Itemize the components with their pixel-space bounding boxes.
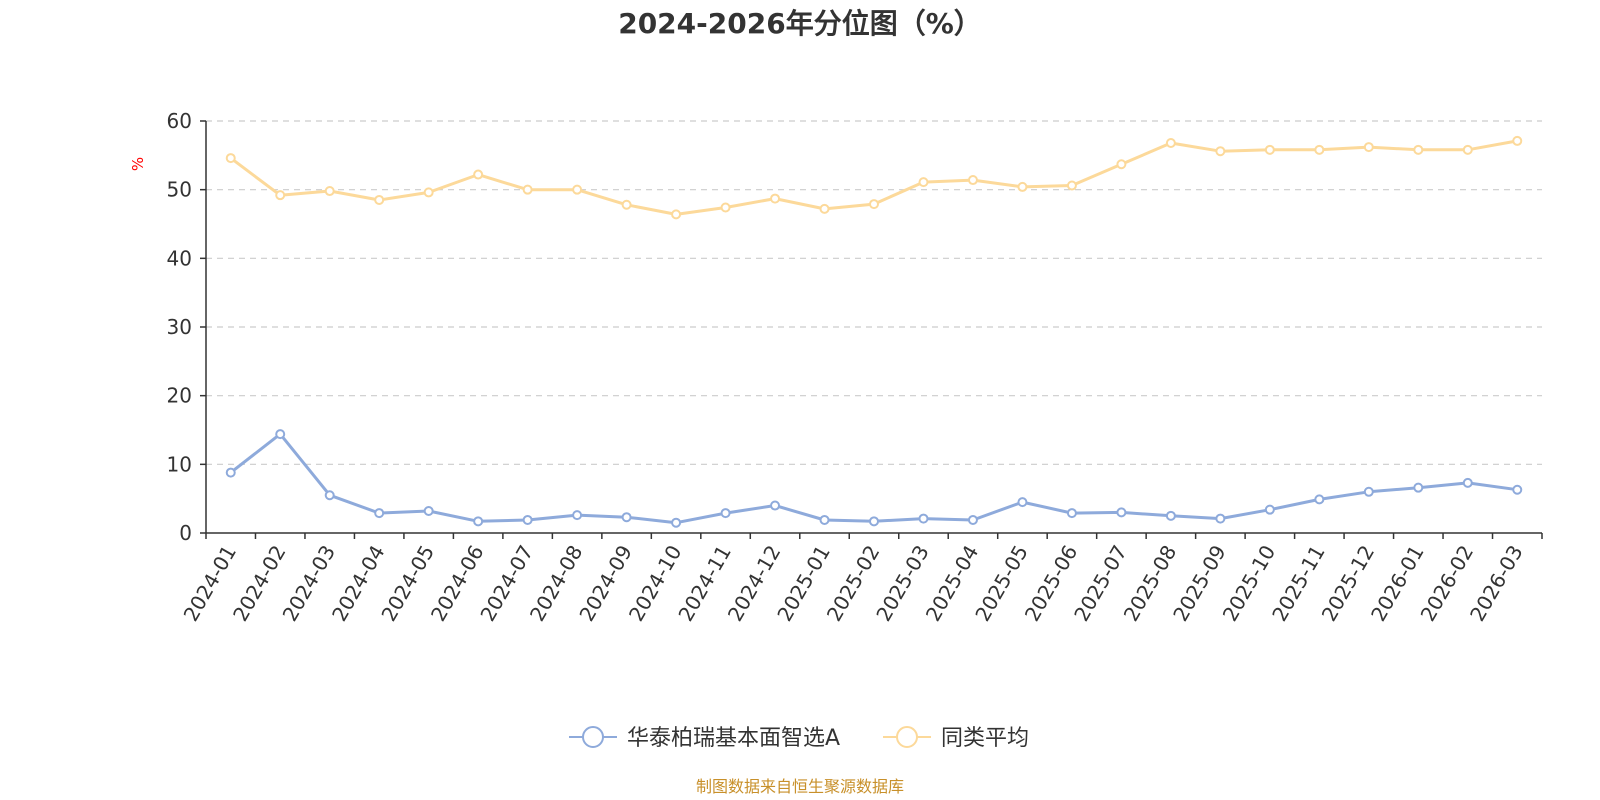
y-tick-label: 30 xyxy=(167,315,192,339)
data-point xyxy=(869,516,879,527)
data-point xyxy=(572,184,583,195)
data-point xyxy=(967,175,978,186)
data-point xyxy=(770,193,781,204)
data-point xyxy=(275,190,286,201)
data-point xyxy=(967,514,978,525)
data-point xyxy=(819,203,830,214)
data-point xyxy=(1017,181,1028,192)
data-point xyxy=(473,169,484,180)
data-point xyxy=(671,209,682,220)
x-tick-labels: 2024-012024-022024-032024-042024-052024-… xyxy=(179,541,1528,625)
data-point xyxy=(324,186,335,197)
data-point xyxy=(423,187,434,198)
grid-lines xyxy=(206,120,1542,465)
data-point xyxy=(1264,144,1275,155)
chart-title: 2024-2026年分位图（%） xyxy=(618,7,982,40)
legend-marker-icon xyxy=(896,726,918,748)
y-tick-label: 10 xyxy=(167,452,192,476)
data-point xyxy=(1314,494,1325,505)
data-point xyxy=(324,490,335,501)
data-point xyxy=(819,514,830,525)
data-point xyxy=(1512,135,1523,146)
data-point xyxy=(1264,504,1275,515)
data-point xyxy=(1066,508,1077,519)
data-point xyxy=(572,510,583,521)
legend-marker-icon xyxy=(582,726,604,748)
data-point xyxy=(225,467,236,478)
data-point xyxy=(1462,477,1473,488)
data-point xyxy=(374,508,385,519)
data-point xyxy=(1512,484,1523,495)
data-point xyxy=(1116,159,1127,170)
data-point xyxy=(225,153,236,164)
axes xyxy=(200,120,1543,539)
data-point xyxy=(374,194,385,205)
legend: 华泰柏瑞基本面智选A 同类平均 xyxy=(569,726,1029,751)
data-point xyxy=(423,506,434,517)
y-tick-label: 40 xyxy=(167,246,192,270)
data-point xyxy=(1017,497,1028,508)
y-tick-labels: 0 10 20 30 40 50 60 xyxy=(167,109,192,545)
y-axis-label: % xyxy=(129,157,147,171)
y-tick-label: 20 xyxy=(167,384,192,408)
data-point xyxy=(1413,482,1424,493)
data-point xyxy=(522,184,533,195)
data-point xyxy=(770,500,781,511)
data-point xyxy=(720,202,731,213)
data-point xyxy=(1215,513,1226,524)
legend-label: 华泰柏瑞基本面智选A xyxy=(627,726,840,751)
legend-label: 同类平均 xyxy=(941,726,1029,751)
data-point xyxy=(1066,180,1077,191)
data-point xyxy=(1116,507,1127,518)
source-note: 制图数据来自恒生聚源数据库 xyxy=(696,777,904,796)
y-tick-label: 60 xyxy=(167,109,192,133)
data-point xyxy=(621,512,632,523)
data-point xyxy=(1215,146,1226,157)
data-point xyxy=(720,508,731,519)
data-point xyxy=(1314,144,1325,155)
data-point xyxy=(869,199,879,210)
data-point xyxy=(1462,144,1473,155)
series-group xyxy=(225,135,1523,528)
data-point xyxy=(473,516,484,527)
data-point xyxy=(621,199,632,210)
data-point xyxy=(918,513,929,524)
y-tick-label: 0 xyxy=(179,521,192,545)
data-point xyxy=(1363,486,1374,497)
data-point xyxy=(1165,510,1176,521)
data-point xyxy=(1165,137,1176,148)
data-point xyxy=(275,429,286,440)
y-tick-label: 50 xyxy=(167,178,192,202)
data-point xyxy=(671,517,682,528)
data-point xyxy=(918,177,929,188)
data-point xyxy=(1413,144,1424,155)
data-point xyxy=(522,514,533,525)
data-point xyxy=(1363,142,1374,153)
series-line-0 xyxy=(229,432,1519,525)
